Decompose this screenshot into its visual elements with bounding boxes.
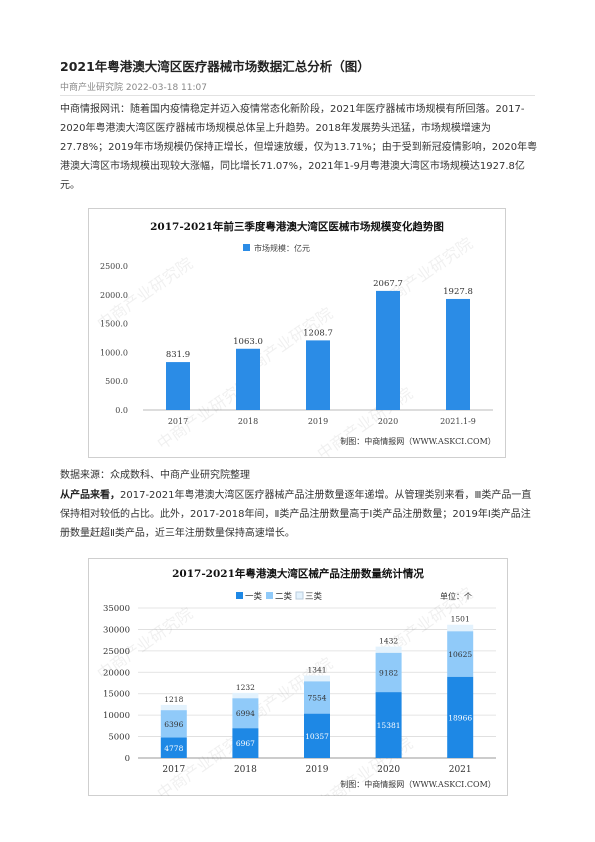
- stack-segment-三类: [160, 704, 187, 711]
- y-tick-label: 20000: [103, 668, 130, 678]
- y-tick-label: 35000: [103, 604, 130, 614]
- bar-value-label: 1208.7: [303, 328, 333, 338]
- stack-segment-一类: [375, 692, 402, 758]
- segment-value-label: 10625: [448, 650, 472, 659]
- segment-value-label: 1432: [379, 637, 398, 646]
- stack-segment-三类: [304, 675, 330, 682]
- chart-title: 2017-2021年粤港澳大湾区械产品注册数量统计情况: [172, 567, 424, 580]
- bar-value-label: 831.9: [166, 350, 190, 360]
- x-tick-label: 2021.1-9: [440, 417, 476, 426]
- y-tick-label: 0: [125, 754, 130, 764]
- x-tick-label: 2017: [168, 417, 188, 426]
- stack-segment-一类: [447, 676, 474, 758]
- stack-segment-一类: [304, 713, 330, 758]
- product-text: 2017-2021年粤港澳大湾区医疗器械产品注册数量逐年递增。从管理类别来看，Ⅲ…: [60, 490, 532, 539]
- stack-segment-二类: [447, 631, 474, 677]
- chart-frame: [88, 208, 506, 458]
- chart-frame: [88, 558, 508, 796]
- title-divider: [60, 95, 535, 96]
- x-tick-label: 2020: [378, 417, 398, 426]
- segment-value-label: 6994: [236, 709, 255, 718]
- article-title: 2021年粤港澳大湾区医疗器械市场数据汇总分析（图）: [60, 59, 370, 74]
- legend-swatch: [266, 592, 273, 599]
- segment-value-label: 1501: [451, 615, 470, 624]
- legend-swatch: [236, 592, 243, 599]
- x-tick-label: 2020: [377, 765, 400, 775]
- bar-value-label: 2067.7: [373, 279, 403, 289]
- x-tick-label: 2021: [449, 765, 472, 775]
- y-tick-label: 2000.0: [100, 291, 128, 300]
- bar: [306, 340, 330, 410]
- y-tick-label: 25000: [103, 647, 130, 657]
- x-tick-label: 2019: [308, 417, 328, 426]
- article-meta: 中商产业研究院 2022-03-18 11:07: [60, 83, 207, 93]
- y-tick-label: 1500.0: [100, 320, 128, 329]
- segment-value-label: 4778: [164, 744, 183, 753]
- segment-value-label: 6967: [236, 739, 255, 748]
- segment-value-label: 1232: [236, 683, 255, 692]
- x-tick-label: 2019: [306, 765, 329, 775]
- y-tick-label: 0.0: [115, 406, 128, 415]
- y-tick-label: 15000: [103, 690, 130, 700]
- legend-label: 市场规模：亿元: [254, 243, 310, 253]
- bar: [446, 298, 470, 410]
- y-tick-label: 5000: [108, 733, 130, 743]
- product-lead: 从产品来看，: [60, 490, 120, 501]
- chart-title: 2017-2021年前三季度粤港澳大湾区医械市场规模变化趋势图: [150, 220, 444, 233]
- y-tick-label: 2500.0: [100, 262, 128, 271]
- y-tick-label: 1000.0: [100, 348, 128, 357]
- chart-credit: 制图：中商情报网（WWW.ASKCI.COM）: [340, 436, 496, 446]
- y-tick-label: 10000: [103, 711, 130, 721]
- chart-credit: 制图：中商情报网（WWW.ASKCI.COM）: [340, 779, 496, 789]
- x-tick-label: 2018: [238, 417, 258, 426]
- legend-label: 二类: [275, 591, 293, 602]
- stack-segment-一类: [232, 728, 259, 758]
- stack-segment-二类: [304, 681, 330, 714]
- product-paragraph: 从产品来看，2017-2021年粤港澳大湾区医疗器械产品注册数量逐年递增。从管理…: [60, 486, 538, 543]
- x-tick-label: 2018: [234, 765, 257, 775]
- unit-label: 单位：个: [440, 591, 472, 601]
- stack-segment-二类: [160, 710, 187, 738]
- segment-value-label: 18966: [448, 713, 472, 722]
- y-tick-label: 500.0: [105, 377, 128, 386]
- legend-label: 一类: [245, 591, 263, 602]
- y-tick-label: 30000: [103, 625, 130, 635]
- stack-segment-三类: [447, 624, 474, 632]
- stack-segment-三类: [232, 692, 259, 699]
- segment-value-label: 7554: [307, 693, 326, 702]
- bar: [166, 362, 190, 410]
- segment-value-label: 6396: [164, 720, 183, 729]
- bar: [376, 290, 400, 410]
- bar-value-label: 1063.0: [233, 337, 263, 347]
- intro-paragraph: 中商情报网讯：随着国内疫情稳定并迈入疫情常态化新阶段，2021年医疗器械市场规模…: [60, 104, 538, 191]
- legend-swatch: [243, 244, 250, 251]
- legend-swatch: [295, 591, 304, 600]
- segment-value-label: 1218: [164, 695, 183, 704]
- stack-segment-三类: [375, 646, 402, 653]
- segment-value-label: 10357: [305, 732, 329, 741]
- bar: [236, 348, 260, 410]
- legend-label: 三类: [305, 591, 323, 602]
- stack-segment-一类: [160, 737, 187, 758]
- segment-value-label: 1341: [307, 665, 326, 674]
- x-tick-label: 2017: [162, 765, 185, 775]
- segment-value-label: 9182: [379, 668, 398, 677]
- bar-value-label: 1927.8: [443, 287, 473, 297]
- data-source: 数据来源：众成数科、中商产业研究院整理: [60, 470, 250, 481]
- stack-segment-二类: [375, 652, 402, 693]
- stack-segment-二类: [232, 698, 259, 729]
- segment-value-label: 15381: [377, 721, 401, 730]
